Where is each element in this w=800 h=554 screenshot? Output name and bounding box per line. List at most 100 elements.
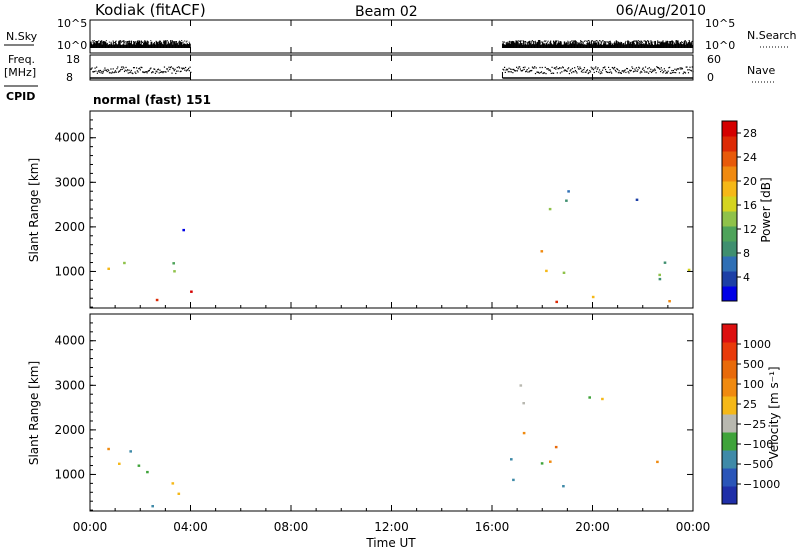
freq-dot [583, 69, 585, 71]
freq-dot [679, 67, 681, 69]
freq-dot [653, 68, 656, 70]
nsearch-dot [628, 41, 630, 43]
colorbar-segment [722, 166, 737, 182]
x-tick-label: 00:00 [73, 520, 108, 534]
nsearch-dot [635, 40, 637, 42]
freq-dot [139, 69, 141, 71]
range-gate-cell [519, 384, 523, 387]
colorbar-segment [722, 121, 737, 137]
nsearch-tick-low: 10^0 [705, 39, 735, 52]
freq-dot [133, 66, 135, 69]
range-gate-cell [668, 300, 671, 303]
range-gate-cell [155, 298, 159, 302]
range-gate-cell [548, 207, 552, 211]
freq-dot [624, 69, 626, 71]
freq-dot [547, 68, 549, 70]
freq-dot [644, 71, 646, 73]
freq-dot [655, 72, 657, 74]
range-gate-cell [107, 447, 110, 451]
freq-dot [157, 69, 159, 71]
freq-dot [178, 66, 180, 68]
colorbar-segment [722, 360, 737, 379]
freq-dot [608, 71, 610, 74]
colorbar-segment [722, 414, 737, 433]
freq-dot [688, 69, 690, 71]
freq-dot [521, 70, 523, 72]
freq-dot [613, 68, 615, 70]
freq-dot [681, 68, 684, 70]
range-gate-cell [177, 492, 181, 495]
freq-unit-label: [MHz] [4, 66, 36, 79]
nsearch-dot [517, 40, 519, 42]
freq-dot [112, 68, 114, 70]
freq-dot [124, 69, 126, 71]
freq-dot [678, 72, 681, 74]
x-tick-label: 00:00 [676, 520, 711, 534]
freq-dot [100, 72, 102, 74]
freq-dot [178, 67, 181, 69]
freq-dot [97, 71, 99, 73]
freq-dot [94, 67, 96, 69]
freq-dot [528, 67, 530, 69]
freq-dot [113, 72, 115, 74]
freq-dot [110, 68, 112, 70]
nsearch-dot [564, 41, 566, 43]
freq-dot [109, 72, 111, 74]
freq-dot [603, 67, 605, 69]
nsearch-dot [148, 41, 150, 43]
nave-tick-high: 60 [707, 53, 721, 66]
freq-dot [118, 70, 120, 72]
colorbar-segment [722, 378, 737, 397]
freq-dot [674, 68, 676, 70]
freq-dot [632, 71, 635, 73]
freq-dot [676, 68, 678, 70]
nsearch-dot [634, 41, 636, 43]
range-gate-cell [545, 269, 548, 273]
freq-dot [580, 71, 583, 73]
nsearch-dot [652, 41, 654, 43]
freq-dot [577, 68, 580, 70]
freq-dot [179, 70, 181, 73]
freq-dot [503, 69, 505, 71]
freq-dot [103, 69, 105, 71]
range-gate-cell [522, 431, 526, 435]
freq-dot [525, 70, 528, 72]
nsky-tick-low: 10^0 [57, 39, 87, 52]
freq-dot [184, 66, 187, 69]
freq-dot [123, 70, 126, 73]
colorbar-tick-label: −25 [743, 418, 766, 431]
freq-dot [152, 71, 154, 73]
freq-dot [631, 66, 633, 68]
freq-dot [146, 72, 148, 74]
freq-dot [120, 66, 123, 68]
freq-dot [95, 70, 97, 72]
freq-dot [652, 69, 654, 71]
colorbar-segment [722, 181, 737, 197]
freq-dot [532, 67, 534, 69]
freq-dot [555, 68, 557, 70]
freq-dot [116, 68, 118, 70]
freq-dot [622, 70, 624, 72]
freq-dot [649, 70, 651, 73]
freq-dot [625, 71, 627, 74]
freq-dot [578, 68, 580, 70]
freq-dot [522, 69, 524, 71]
colorbar-tick-label: 500 [743, 358, 764, 371]
nsearch-dot [98, 40, 100, 42]
station-title: Kodiak (fitACF) [95, 1, 206, 19]
freq-dot [568, 72, 570, 75]
freq-dot [122, 66, 124, 68]
freq-dot [115, 71, 117, 73]
nsearch-dot [641, 40, 643, 42]
freq-dot [129, 71, 132, 73]
nsearch-dot [534, 41, 536, 43]
freq-dot [560, 67, 562, 69]
freq-dot [677, 68, 679, 70]
freq-dot [543, 72, 546, 74]
freq-dot [643, 69, 645, 72]
freq-dot [647, 72, 650, 74]
time-x-label: Time UT [365, 536, 416, 550]
colorbar-tick-label: 100 [743, 378, 764, 391]
nsearch-dot [633, 40, 635, 42]
beam-title: Beam 02 [355, 4, 418, 20]
